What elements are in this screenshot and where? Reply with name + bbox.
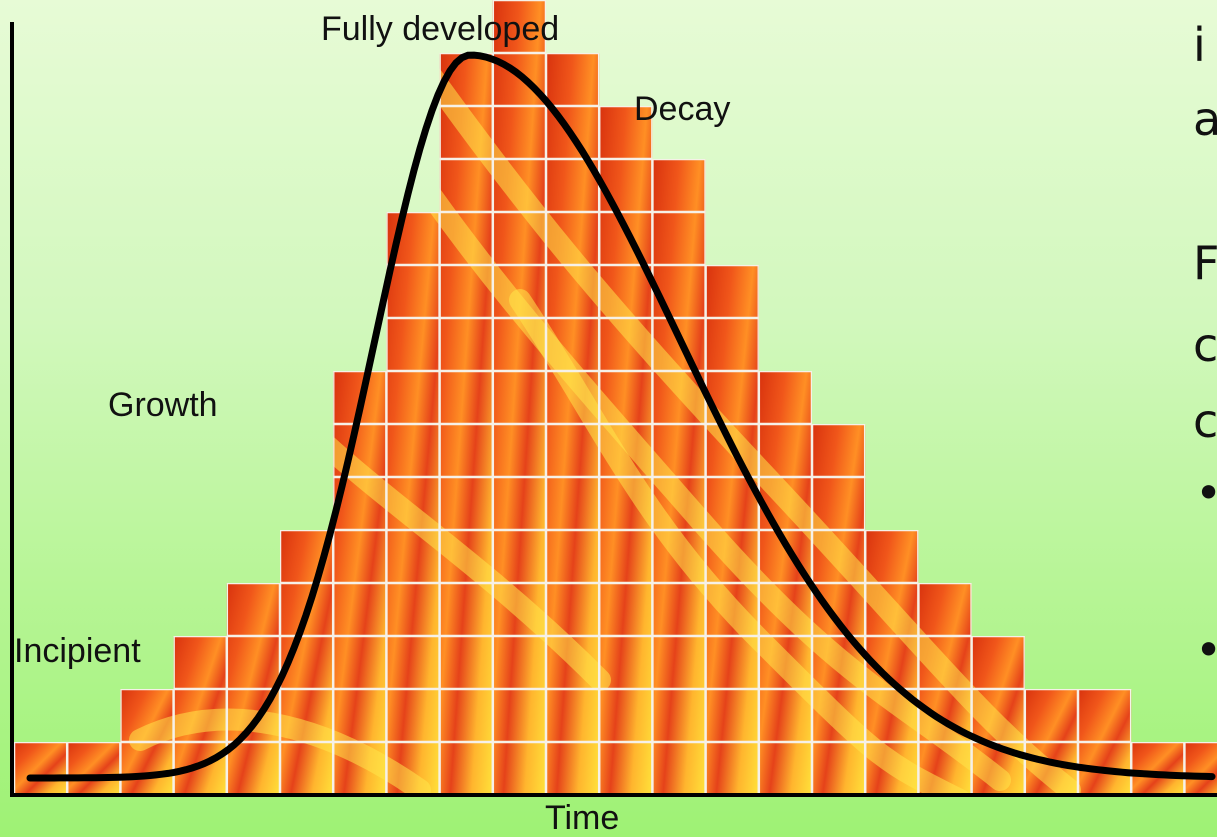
side-text-line-1: i bbox=[1193, 18, 1206, 72]
fire-growth-curve bbox=[26, 51, 1216, 782]
x-axis-label: Time bbox=[545, 799, 620, 837]
fire-bar bbox=[1131, 742, 1185, 795]
fire-bar bbox=[1184, 742, 1217, 795]
side-text-line-3: F bbox=[1193, 236, 1217, 290]
label-incipient: Incipient bbox=[14, 632, 141, 670]
side-text-line-5: c bbox=[1193, 394, 1217, 448]
fire-bar bbox=[67, 742, 121, 795]
fire-bar bbox=[14, 742, 68, 795]
label-growth: Growth bbox=[108, 386, 218, 424]
side-text-line-2: a bbox=[1193, 92, 1217, 146]
side-text-line-4: c bbox=[1193, 318, 1217, 372]
bullet-2: • bbox=[1195, 627, 1217, 673]
fire-bar bbox=[492, 0, 546, 795]
label-decay: Decay bbox=[634, 90, 731, 128]
label-fully-developed: Fully developed bbox=[321, 10, 560, 48]
bullet-1: • bbox=[1195, 470, 1217, 516]
